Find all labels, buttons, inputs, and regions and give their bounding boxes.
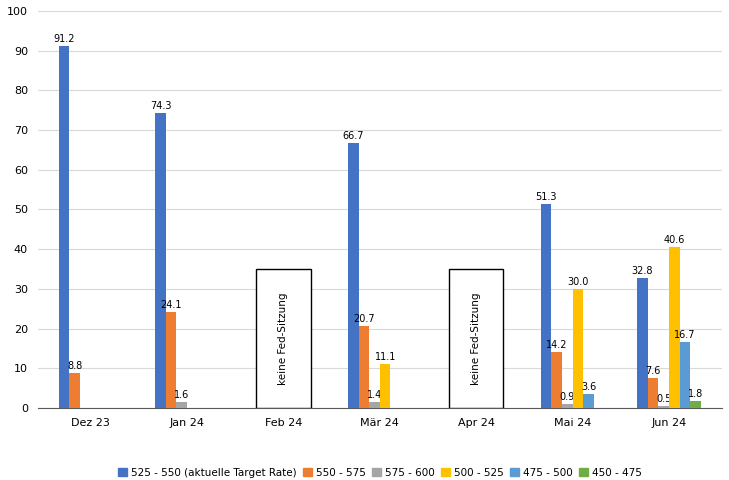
Bar <box>59 46 69 408</box>
Text: 7.6: 7.6 <box>645 366 660 376</box>
Text: 1.4: 1.4 <box>367 390 382 400</box>
Bar <box>541 204 551 408</box>
Text: 14.2: 14.2 <box>546 340 567 349</box>
Text: 66.7: 66.7 <box>343 131 364 141</box>
Text: 16.7: 16.7 <box>674 330 695 340</box>
Bar <box>583 394 594 408</box>
Text: 30.0: 30.0 <box>567 277 588 287</box>
Bar <box>637 278 648 408</box>
Bar <box>348 143 359 408</box>
Bar <box>573 289 583 408</box>
Text: 32.8: 32.8 <box>632 266 653 276</box>
Bar <box>69 373 80 408</box>
Bar <box>176 402 187 408</box>
Bar <box>359 326 370 408</box>
Text: 0.5: 0.5 <box>656 394 671 404</box>
Text: keine Fed-Sitzung: keine Fed-Sitzung <box>278 292 289 385</box>
Text: 24.1: 24.1 <box>160 300 182 311</box>
Bar <box>166 312 176 408</box>
Text: 91.2: 91.2 <box>53 34 75 44</box>
Bar <box>679 342 690 408</box>
Text: 51.3: 51.3 <box>535 192 557 203</box>
Text: 3.6: 3.6 <box>581 382 596 392</box>
Text: 0.9: 0.9 <box>560 393 575 402</box>
Text: 1.6: 1.6 <box>174 390 190 400</box>
Bar <box>449 269 503 408</box>
Text: 20.7: 20.7 <box>353 314 375 324</box>
Bar <box>658 406 669 408</box>
Bar <box>380 364 391 408</box>
Text: 8.8: 8.8 <box>67 361 82 371</box>
Text: 40.6: 40.6 <box>663 235 685 245</box>
Text: 11.1: 11.1 <box>375 352 396 362</box>
Bar <box>669 247 679 408</box>
Text: 74.3: 74.3 <box>150 101 171 111</box>
Text: keine Fed-Sitzung: keine Fed-Sitzung <box>471 292 481 385</box>
Legend: 525 - 550 (aktuelle Target Rate), 550 - 575, 575 - 600, 500 - 525, 475 - 500, 45: 525 - 550 (aktuelle Target Rate), 550 - … <box>114 464 646 480</box>
Bar <box>562 405 573 408</box>
Text: 1.8: 1.8 <box>688 389 703 399</box>
Bar <box>155 113 166 408</box>
Bar <box>257 269 311 408</box>
Bar <box>690 401 701 408</box>
Bar <box>370 402 380 408</box>
Bar <box>648 378 658 408</box>
Bar <box>551 352 562 408</box>
